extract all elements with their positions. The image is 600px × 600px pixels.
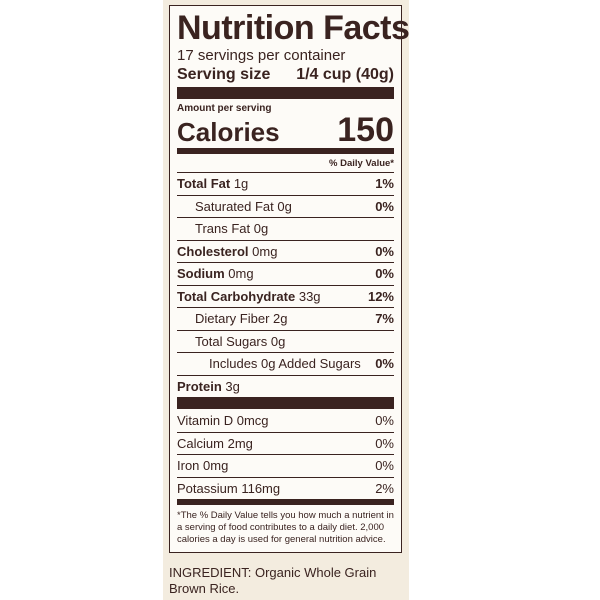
nutrient-dv: 0% (375, 243, 394, 259)
nutrient-amount: 3g (225, 378, 240, 394)
calories-value: 150 (337, 111, 394, 149)
nutrient-amount: 0mg (252, 243, 278, 259)
nutrient-name: Trans Fat (195, 221, 251, 237)
vitamin-dv: 0% (375, 458, 394, 474)
daily-value-header: % Daily Value* (329, 158, 394, 169)
thick-divider (177, 397, 394, 409)
nutrient-name: Total Fat (177, 176, 231, 192)
nutrient-row-total-carbohydrate: Total Carbohydrate 33g 12% (177, 284, 394, 308)
servings-per-container: 17 servings per container (177, 47, 346, 64)
nutrient-dv: 0% (375, 198, 394, 214)
vitamin-dv: 2% (375, 480, 394, 496)
daily-value-footnote: *The % Daily Value tells you how much a … (177, 510, 394, 545)
vitamin-dv: 0% (375, 435, 394, 451)
vitamin-row-potassium: Potassium 116mg 2% (177, 476, 394, 500)
nutrient-row-added-sugars: Includes 0g Added Sugars 0% (177, 352, 394, 375)
vitamin-amount: 0mcg (236, 412, 269, 428)
nutrient-row-protein: Protein 3g (177, 374, 394, 398)
serving-size-value: 1/4 cup (40g) (296, 66, 394, 83)
nutrient-amount: 0g (270, 333, 286, 349)
nutrient-dv: 7% (375, 311, 394, 327)
vitamin-dv: 0% (375, 412, 394, 428)
ingredients-text: INGREDIENT: Organic Whole Grain Brown Ri… (169, 565, 377, 596)
nutrient-amount: 2g (273, 311, 288, 327)
nutrient-row-total-fat: Total Fat 1g 1% (177, 172, 394, 195)
nutrient-name: Total Carbohydrate (177, 288, 296, 304)
medium-divider (177, 499, 394, 505)
vitamin-amount: 2mg (227, 435, 253, 451)
nutrient-name: Cholesterol (177, 243, 249, 259)
nutrient-row-dietary-fiber: Dietary Fiber 2g 7% (177, 307, 394, 330)
label-title: Nutrition Facts (177, 9, 410, 47)
nutrient-name: Sodium (177, 266, 225, 282)
amount-per-serving: Amount per serving (177, 103, 272, 114)
vitamin-row-calcium: Calcium 2mg 0% (177, 431, 394, 455)
nutrient-name: Total Sugars (195, 333, 268, 349)
vitamin-name: Vitamin D (177, 412, 234, 428)
serving-size-row: Serving size 1/4 cup (40g) (177, 65, 394, 85)
medium-divider (177, 148, 394, 154)
vitamin-amount: 116mg (241, 480, 281, 496)
vitamin-row-iron: Iron 0mg 0% (177, 454, 394, 477)
thick-divider (177, 87, 394, 99)
vitamin-name: Potassium (177, 480, 238, 496)
nutrient-name: Dietary Fiber (195, 311, 270, 327)
nutrient-amount: 0g (277, 198, 292, 214)
nutrient-name: Protein (177, 378, 222, 394)
nutrient-amount: 1g (233, 176, 249, 192)
nutrient-dv: 0% (375, 266, 394, 282)
calories-label: Calories (177, 117, 280, 147)
nutrient-dv: 1% (375, 176, 394, 192)
nutrient-name: Includes 0g Added Sugars (209, 356, 361, 372)
calories-row: Calories 150 (177, 111, 394, 149)
nutrient-dv: 0% (375, 356, 394, 372)
nutrient-name: Saturated Fat (195, 198, 274, 214)
vitamin-name: Calcium (177, 435, 224, 451)
vitamin-name: Iron (177, 458, 200, 474)
nutrient-row-trans-fat: Trans Fat 0g (177, 217, 394, 240)
nutrient-row-total-sugars: Total Sugars 0g (177, 329, 394, 353)
vitamin-amount: 0mg (203, 458, 229, 474)
nutrient-row-saturated-fat: Saturated Fat 0g 0% (177, 194, 394, 218)
nutrition-facts-label: Nutrition Facts 17 servings per containe… (169, 5, 410, 553)
nutrient-amount: 0mg (228, 266, 254, 282)
nutrient-amount: 0g (253, 221, 269, 237)
serving-size-label: Serving size (177, 66, 271, 83)
nutrient-amount: 33g (298, 288, 321, 304)
vitamin-row-vitamin-d: Vitamin D 0mcg 0% (177, 409, 394, 432)
nutrient-dv: 12% (367, 288, 394, 304)
nutrient-row-cholesterol: Cholesterol 0mg 0% (177, 239, 394, 263)
nutrient-row-sodium: Sodium 0mg 0% (177, 262, 394, 285)
